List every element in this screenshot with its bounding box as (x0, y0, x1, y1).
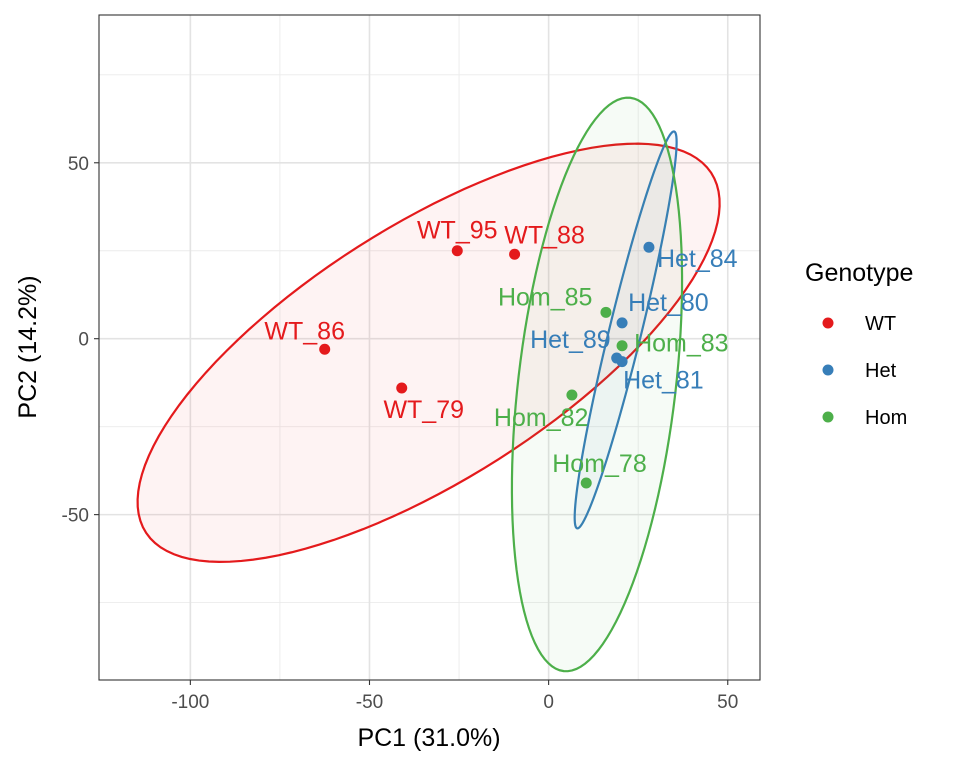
plot-area: WT_95 WT_88 WT_86 WT_79 Het_84 Het_80 Het_89 He… (98, 14, 761, 681)
legend-items: WT Het Hom (822, 313, 907, 429)
x-tick-label: 0 (543, 692, 554, 713)
legend-label-hom: Hom (865, 407, 907, 429)
point-hom-83 (616, 340, 628, 352)
point-label-layer: WT_95 WT_88 WT_86 WT_79 Het_84 Het_80 Het_89 He… (264, 217, 737, 478)
point-label-hom-83: Hom_83 (634, 330, 729, 358)
point-hom-85 (600, 306, 612, 318)
point-label-hom-78: Hom_78 (552, 450, 647, 478)
point-label-wt-88: WT_88 (504, 221, 585, 249)
point-layer (319, 241, 655, 489)
point-hom-78 (580, 477, 592, 489)
point-wt-79 (396, 382, 408, 394)
point-label-het-84: Het_84 (657, 245, 738, 273)
gridlines (99, 15, 760, 680)
panel-background (99, 15, 760, 680)
ellipse-het (573, 130, 678, 530)
x-tick-label: 50 (717, 692, 738, 713)
point-wt-86 (319, 343, 331, 355)
legend-key-hom (822, 411, 834, 423)
y-tick-label: -50 (62, 506, 89, 527)
x-tick-label: -50 (356, 692, 383, 713)
panel-border (98, 14, 761, 681)
point-hom-82 (566, 389, 578, 401)
legend-label-wt: WT (865, 313, 896, 335)
point-label-wt-79: WT_79 (383, 396, 464, 424)
ellipse-hom (510, 96, 684, 673)
point-het-80 (616, 317, 628, 329)
y-axis-title: PC2 (14.2%) (14, 275, 42, 418)
x-tick-label: -100 (171, 692, 209, 713)
legend-title: Genotype (805, 259, 913, 287)
legend-label-het: Het (865, 360, 897, 382)
point-label-wt-86: WT_86 (264, 317, 345, 345)
point-label-het-80: Het_80 (628, 289, 709, 317)
y-tick-label: 50 (68, 154, 89, 175)
ellipse-layer (136, 96, 721, 673)
point-label-het-89: Het_89 (530, 326, 611, 354)
point-het-81 (616, 356, 628, 368)
legend-key-wt (822, 317, 834, 329)
ellipse-wt (136, 142, 721, 563)
legend-key-het (822, 364, 834, 376)
point-label-wt-95: WT_95 (417, 217, 498, 245)
point-wt-88 (509, 248, 521, 260)
axes: -100 -50 0 50 -50 0 50 (62, 154, 739, 713)
point-label-hom-82: Hom_82 (494, 404, 589, 432)
point-label-hom-85: Hom_85 (498, 283, 593, 311)
point-wt-95 (451, 245, 463, 257)
x-axis-title: PC1 (31.0%) (357, 724, 500, 752)
point-het-84 (643, 241, 655, 253)
legend: Genotype WT Het Hom (805, 259, 913, 429)
y-tick-label: 0 (78, 330, 89, 351)
point-label-het-81: Het_81 (623, 367, 704, 395)
